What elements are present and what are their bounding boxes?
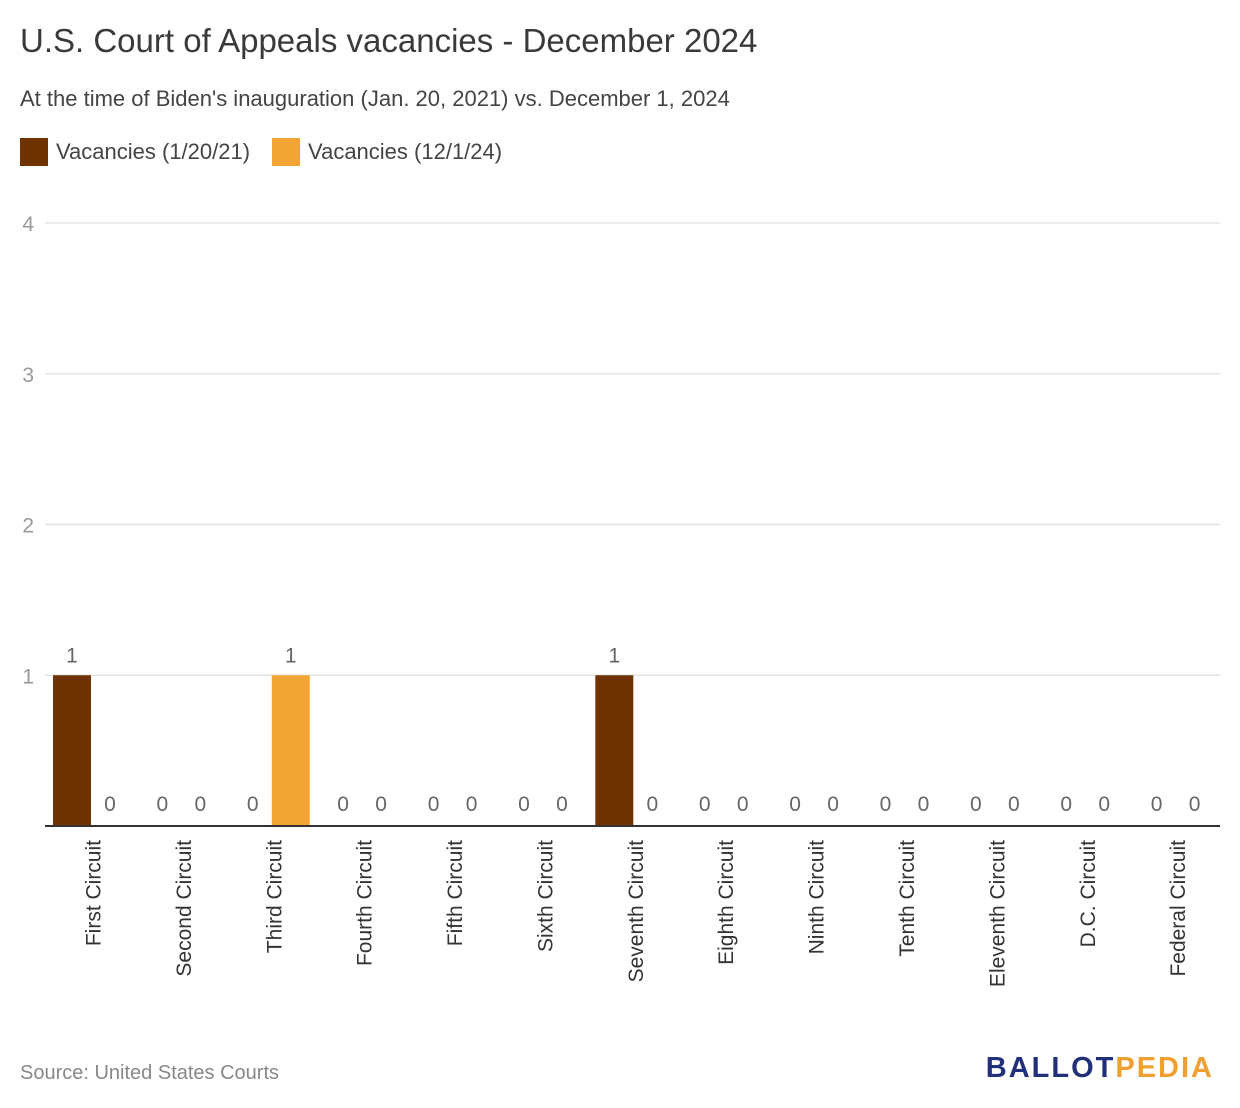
data-label: 0 — [699, 793, 711, 816]
legend-swatch-series-2 — [272, 138, 301, 166]
data-label: 0 — [737, 793, 749, 816]
legend-item-series-2: Vacancies (12/1/24) — [272, 138, 502, 166]
data-label: 1 — [608, 644, 620, 667]
data-label: 1 — [66, 644, 78, 667]
source-note: Source: United States Courts — [20, 1062, 280, 1084]
x-category-label: D.C. Circuit — [1077, 840, 1100, 948]
x-category-label: Federal Circuit — [1167, 840, 1190, 977]
data-label: 0 — [104, 793, 116, 816]
data-label: 0 — [466, 793, 478, 816]
x-category-label: Ninth Circuit — [806, 840, 829, 955]
data-label: 0 — [337, 793, 349, 816]
data-label: 0 — [556, 793, 568, 816]
legend: Vacancies (1/20/21) Vacancies (12/1/24) — [20, 138, 524, 166]
data-label: 0 — [918, 793, 930, 816]
x-category-label: Eighth Circuit — [715, 840, 738, 965]
bar-chart: 1 2 3 4 1 0 First Circuit 0 0 Second Circuit 0 1 Thi… — [22, 213, 1220, 987]
chart-title: U.S. Court of Appeals vacancies - Decemb… — [20, 22, 758, 59]
x-category-label: Fifth Circuit — [444, 840, 467, 946]
x-category-label: Eleventh Circuit — [986, 840, 1009, 987]
data-label: 0 — [195, 793, 207, 816]
data-label: 0 — [518, 793, 530, 816]
data-label: 0 — [428, 793, 440, 816]
data-label: 0 — [1189, 793, 1201, 816]
data-label: 0 — [646, 793, 658, 816]
data-label: 1 — [285, 644, 297, 667]
x-category-label: Seventh Circuit — [625, 840, 648, 983]
data-label: 0 — [1151, 793, 1163, 816]
data-label: 0 — [247, 793, 259, 816]
x-category-label: Second Circuit — [173, 840, 196, 977]
data-label: 0 — [1098, 793, 1110, 816]
legend-swatch-series-1 — [20, 138, 48, 166]
ballotpedia-logo: BALLOTPEDIA — [985, 1052, 1214, 1084]
data-label: 0 — [827, 793, 839, 816]
bar — [595, 675, 634, 826]
x-category-label: Sixth Circuit — [534, 840, 557, 952]
legend-label-series-2: Vacancies (12/1/24) — [308, 139, 503, 164]
data-label: 0 — [1060, 793, 1072, 816]
legend-label-series-1: Vacancies (1/20/21) — [56, 139, 251, 164]
legend-item-series-1: Vacancies (1/20/21) — [20, 138, 250, 166]
data-label: 0 — [1008, 793, 1020, 816]
y-tick-label: 4 — [22, 213, 34, 236]
x-category-label: First Circuit — [83, 840, 106, 946]
chart-subtitle: At the time of Biden's inauguration (Jan… — [20, 86, 730, 111]
y-tick-label: 1 — [22, 665, 34, 688]
bar — [53, 675, 91, 826]
x-category-label: Third Circuit — [263, 840, 286, 953]
data-label: 0 — [157, 793, 169, 816]
data-label: 0 — [880, 793, 892, 816]
x-category-label: Tenth Circuit — [896, 840, 919, 957]
y-tick-label: 3 — [22, 364, 34, 387]
data-label: 0 — [789, 793, 801, 816]
data-label: 0 — [375, 793, 387, 816]
x-category-label: Fourth Circuit — [354, 840, 377, 966]
data-label: 0 — [970, 793, 982, 816]
bar — [271, 675, 310, 826]
y-tick-label: 2 — [22, 515, 34, 538]
